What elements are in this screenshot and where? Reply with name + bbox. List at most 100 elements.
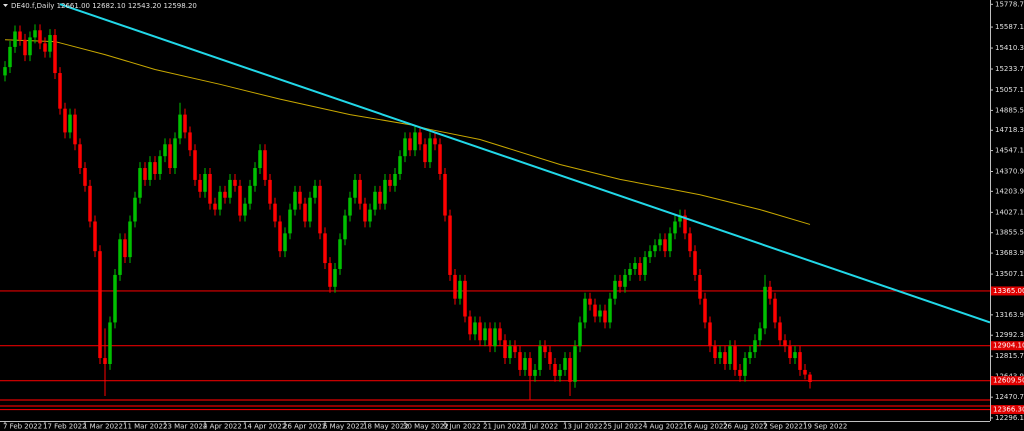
candle-body — [338, 239, 342, 269]
y-tick-label: 15778.70 — [995, 0, 1024, 8]
candle-body — [103, 358, 107, 364]
x-tick-label: 19 Sep 2022 — [803, 423, 847, 431]
y-tick-label: 13855.50 — [995, 229, 1024, 237]
chart-title: DE40.f,Daily 12661.00 12682.10 12543.20 … — [11, 2, 197, 10]
candle-body — [293, 191, 297, 210]
x-tick-label: 4 Aug 2022 — [643, 423, 683, 431]
candle-body — [678, 215, 682, 222]
candle-body — [298, 191, 302, 204]
candle-body — [198, 179, 202, 192]
candle-body — [648, 251, 652, 258]
candle-body — [763, 286, 767, 329]
candle-body — [588, 298, 592, 305]
x-tick-label: 21 Jun 2022 — [483, 423, 525, 431]
candle-body — [153, 162, 157, 174]
candle-body — [543, 346, 547, 353]
candle-body — [83, 168, 87, 186]
y-tick-label: 14370.90 — [995, 167, 1024, 175]
candle-body — [388, 179, 392, 186]
candle-body — [743, 358, 747, 376]
candle-body — [178, 114, 182, 139]
candle-body — [453, 274, 457, 299]
candle-body — [563, 358, 567, 370]
candle-body — [263, 150, 267, 180]
candle-body — [243, 203, 247, 216]
candle-body — [123, 239, 127, 258]
y-tick-label: 12296.10 — [995, 414, 1024, 422]
x-tick-label: 1 Jul 2022 — [523, 423, 558, 431]
candle-body — [28, 37, 32, 56]
candle-body — [188, 132, 192, 151]
level-label: 12366.30 — [993, 406, 1024, 414]
candle-body — [618, 280, 622, 287]
candle-body — [398, 156, 402, 174]
candle-body — [368, 209, 372, 222]
candle-body — [738, 369, 742, 376]
plot-area — [0, 3, 990, 411]
candle-body — [13, 31, 17, 47]
candle-body — [168, 144, 172, 169]
candle-body — [328, 263, 332, 287]
candle-body — [343, 215, 347, 240]
candle-body — [573, 346, 577, 382]
level-label-bg — [991, 405, 1024, 415]
y-tick-label: 12470.70 — [995, 393, 1024, 401]
candle-body — [523, 358, 527, 370]
candle-body — [703, 298, 707, 323]
candle-body — [233, 179, 237, 186]
candle-body — [53, 35, 57, 74]
candle-body — [283, 233, 287, 252]
candle-body — [68, 114, 72, 133]
candle-body — [473, 322, 477, 335]
candle-body — [348, 197, 352, 216]
level-label: 12609.50 — [993, 377, 1024, 385]
candle-body — [218, 191, 222, 210]
candle-body — [433, 138, 437, 145]
candle-body — [108, 322, 112, 364]
x-tick-label: 25 Jul 2022 — [603, 423, 643, 431]
level-label: 12904.10 — [993, 342, 1024, 350]
candle-body — [533, 369, 537, 376]
y-tick-label: 13683.90 — [995, 249, 1024, 257]
candle-body — [518, 352, 522, 370]
candle-body — [173, 138, 177, 169]
candle-body — [203, 173, 207, 192]
candle-body — [63, 108, 67, 133]
candle-body — [598, 310, 602, 317]
candle-body — [18, 31, 22, 40]
candle-body — [528, 358, 532, 376]
candle-body — [163, 144, 167, 157]
x-tick-label: 11 Mar 2022 — [123, 423, 167, 431]
candle-body — [193, 150, 197, 180]
candle-body — [213, 203, 217, 210]
x-tick-label: 17 Feb 2022 — [43, 423, 87, 431]
axes: 15778.70 15587.10 15410.30 15233.70 15057.10… — [3, 0, 1024, 431]
candle-body — [93, 221, 97, 252]
candle-body — [413, 132, 417, 151]
candle-body — [43, 43, 47, 52]
candle-body — [113, 274, 117, 323]
candle-body — [758, 328, 762, 341]
x-tick-label: 13 Jul 2022 — [563, 423, 603, 431]
candle-body — [798, 352, 802, 370]
y-tick-label: 13507.10 — [995, 270, 1024, 278]
candle-body — [303, 203, 307, 222]
y-tick-label: 15410.30 — [995, 44, 1024, 52]
x-tick-label: 18 May 2022 — [363, 423, 409, 431]
candle-body — [498, 328, 502, 341]
candle-body — [463, 280, 467, 317]
candle-body — [638, 263, 642, 275]
candle-body — [358, 179, 362, 204]
candle-body — [143, 168, 147, 180]
candle-body — [268, 179, 272, 204]
candle-body — [448, 215, 452, 275]
candle-body — [633, 263, 637, 269]
x-tick-label: 23 Mar 2022 — [163, 423, 207, 431]
candle-body — [138, 168, 142, 198]
candle-body — [643, 257, 647, 275]
candle-body — [88, 185, 92, 222]
y-tick-label: 14203.90 — [995, 187, 1024, 195]
candle-body — [228, 179, 232, 198]
